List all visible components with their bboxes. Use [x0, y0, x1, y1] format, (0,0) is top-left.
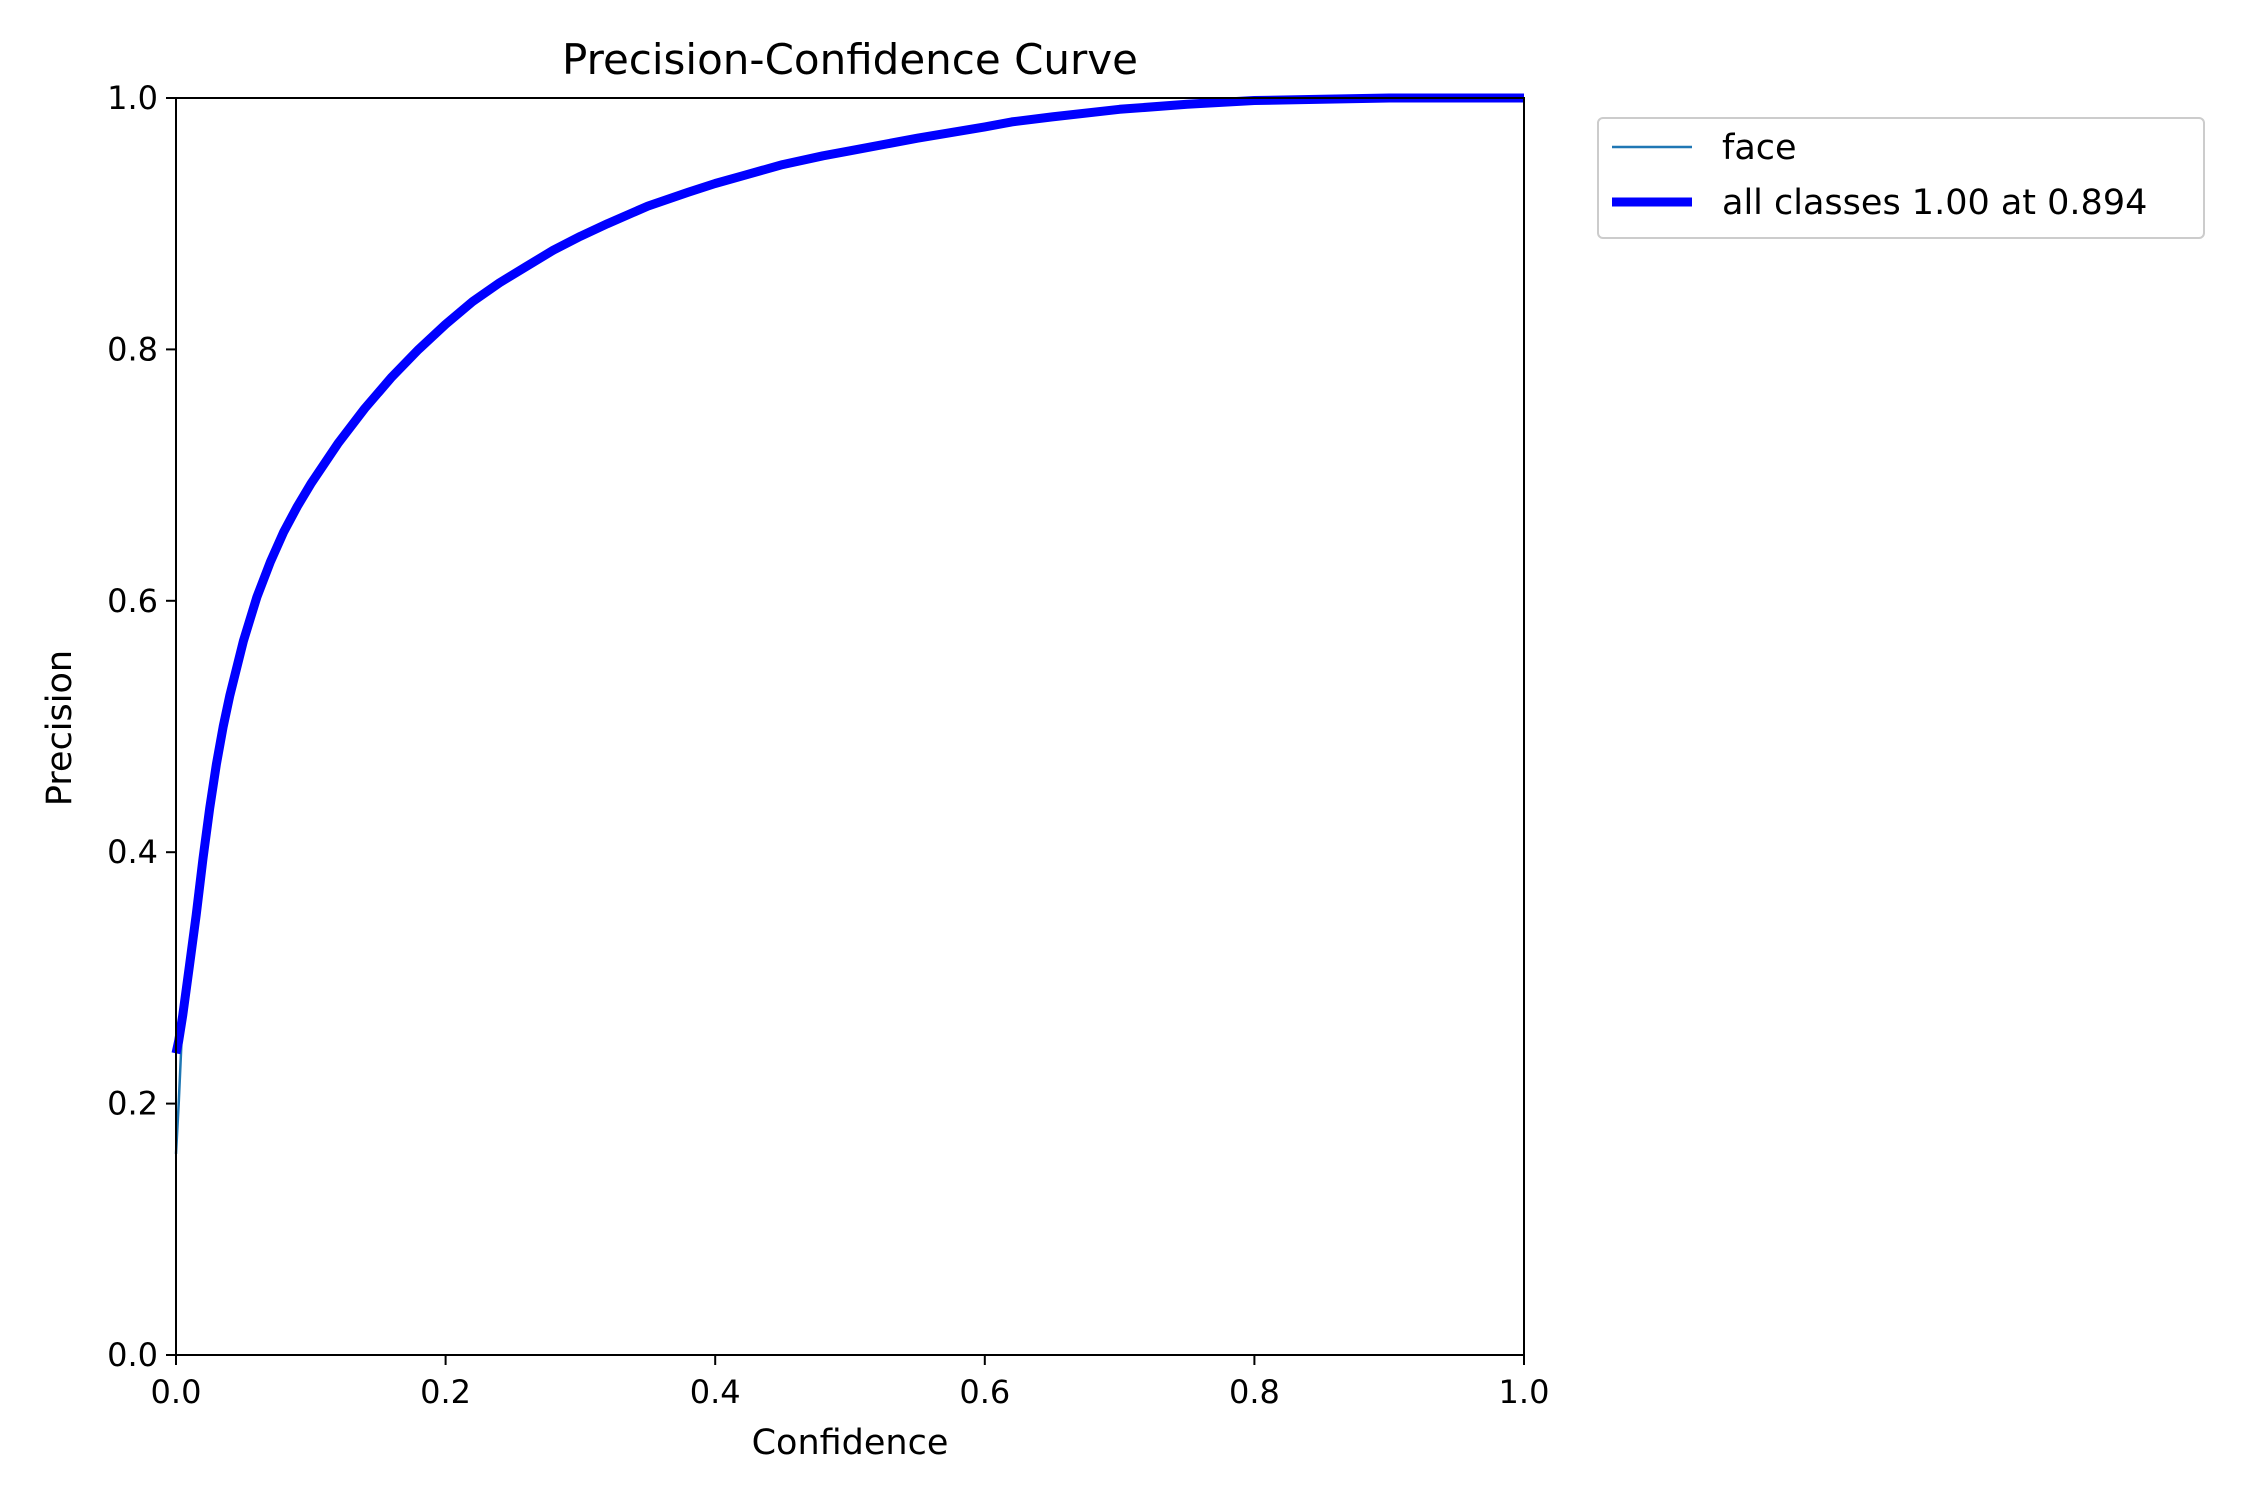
y-tick-label: 0.6: [107, 582, 158, 620]
y-tick-label: 0.4: [107, 833, 158, 871]
y-tick-label: 1.0: [107, 79, 158, 117]
axis-ticks: 0.0 0.2 0.4 0.6 0.8 1.0 0.0 0.2 0.4 0.6 0.8 1.0: [107, 79, 1549, 1411]
legend-box: [1597, 117, 2205, 239]
series-line-all-classes: [171, 93, 1524, 1055]
y-tick-label: 0.0: [107, 1336, 158, 1374]
x-tick-label: 1.0: [1499, 1373, 1550, 1411]
x-tick-label: 0.4: [690, 1373, 741, 1411]
x-axis-label: Confidence: [752, 1423, 949, 1463]
plot-area: [171, 93, 1524, 1154]
x-tick-label: 0.0: [151, 1373, 202, 1411]
x-tick-label: 0.2: [420, 1373, 471, 1411]
legend: face all classes 1.00 at 0.894: [1597, 117, 2205, 239]
x-tick-label: 0.6: [959, 1373, 1010, 1411]
legend-label-all-classes: all classes 1.00 at 0.894: [1722, 183, 2147, 223]
axes-frame: [175, 97, 1525, 1356]
y-tick-label: 0.2: [107, 1085, 158, 1123]
y-axis-label: Precision: [40, 650, 80, 806]
x-tick-label: 0.8: [1229, 1373, 1280, 1411]
legend-label-face: face: [1722, 128, 1797, 168]
y-tick-label: 0.8: [107, 330, 158, 368]
chart-title: Precision-Confidence Curve: [562, 35, 1138, 84]
